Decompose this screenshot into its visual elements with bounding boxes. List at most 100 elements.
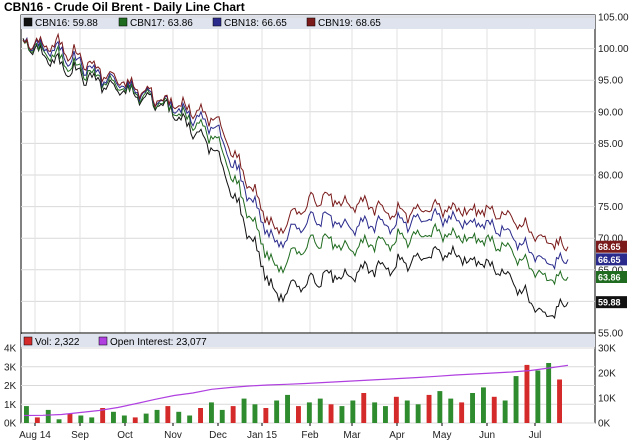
price-line-cbn17 [22, 38, 569, 286]
volume-bar [383, 406, 388, 423]
volume-bar [176, 411, 182, 424]
volume-bar [437, 391, 443, 423]
x-tick-label: May [433, 430, 452, 441]
volume-bar [165, 406, 171, 423]
last-value-label: 66.65 [598, 255, 621, 265]
chart-title: CBN16 - Crude Oil Brent - Daily Line Cha… [4, 0, 245, 14]
price-y-axis: 55.0060.0065.0070.0075.0080.0085.0090.00… [598, 13, 629, 340]
volume-bar [34, 417, 40, 423]
volume-bar [100, 408, 106, 423]
x-tick-label: Aug 14 [19, 430, 51, 441]
legend-label-cbn17: CBN17: 63.86 [130, 18, 193, 29]
volume-bar [426, 394, 432, 423]
last-value-tag [596, 253, 627, 266]
x-tick-label: Jul [529, 430, 542, 441]
volume-bar [350, 400, 356, 423]
volume-bar [143, 413, 149, 423]
x-tick-label: Oct [117, 430, 133, 441]
legend-swatch-cbn18 [212, 17, 222, 27]
price-y-tick-label: 65.00 [598, 265, 623, 276]
last-value-label: 63.86 [598, 273, 621, 283]
volume-right-tick-label: 10K [598, 394, 616, 405]
price-y-tick-label: 100.00 [598, 44, 629, 55]
legend-swatch-open-interest [98, 336, 108, 346]
price-gridlines [21, 16, 595, 334]
price-series [22, 32, 569, 320]
open-interest-line [23, 364, 569, 417]
volume-bar [121, 415, 127, 423]
x-axis: Aug 14 Sep Oct Nov Dec Jan 15 Feb Mar Apr May Jun J… [19, 423, 541, 441]
volume-bar [263, 408, 269, 423]
volume-bar [285, 394, 290, 423]
volume-bar [404, 400, 410, 423]
volume-bar [524, 364, 530, 423]
last-value-label: 59.88 [598, 298, 621, 308]
volume-bar [459, 402, 465, 423]
volume-bar [415, 404, 421, 424]
price-line-cbn19 [22, 32, 569, 252]
volume-bar [241, 398, 247, 423]
price-y-tick-label: 85.00 [598, 139, 623, 150]
volume-legend: Vol: 2,322 Open Interest: 23,077 [23, 336, 207, 348]
price-y-tick-label: 90.00 [598, 107, 623, 118]
legend-label-cbn18: CBN18: 66.65 [224, 18, 287, 29]
volume-bar [481, 387, 486, 423]
legend-swatch-cbn17 [118, 17, 128, 27]
price-line-cbn16 [22, 38, 569, 320]
legend-label-volume: Vol: 2,322 [35, 337, 80, 348]
volume-bar [339, 406, 345, 423]
volume-bar [513, 376, 519, 423]
volume-bar [317, 398, 323, 423]
volume-bar [328, 404, 334, 424]
last-value-label: 68.65 [598, 242, 621, 252]
legend-swatch-cbn19 [306, 17, 316, 27]
volume-bar [274, 400, 280, 423]
volume-bar [491, 396, 497, 424]
open-interest-series [23, 364, 569, 417]
volume-bar [209, 402, 214, 423]
volume-left-tick-label: 1K [4, 400, 17, 411]
legend-label-cbn19: CBN19: 68.65 [318, 18, 381, 29]
volume-left-tick-label: 4K [4, 344, 17, 355]
last-value-tag [596, 271, 627, 284]
volume-bar [372, 402, 378, 423]
price-line-cbn18 [22, 36, 569, 271]
price-panel [20, 14, 596, 334]
volume-left-tick-label: 3K [4, 362, 17, 373]
volume-bar [198, 408, 203, 423]
legend-swatch-volume [23, 336, 33, 346]
volume-bar [296, 406, 301, 423]
x-tick-label: Feb [301, 430, 319, 441]
x-tick-label: Mar [343, 430, 361, 441]
volume-right-tick-label: 20K [598, 369, 616, 380]
volume-left-tick-label: 2K [4, 381, 17, 392]
x-tick-label: Jan 15 [247, 430, 277, 441]
volume-bar [393, 396, 399, 424]
volume-bar [67, 413, 73, 423]
price-y-tick-label: 80.00 [598, 171, 623, 182]
price-y-tick-label: 75.00 [598, 202, 623, 213]
volume-bar [448, 398, 454, 423]
volume-bar [111, 411, 116, 424]
volume-bar [89, 417, 95, 423]
volume-bar [24, 406, 29, 423]
volume-bar [361, 393, 367, 423]
volume-right-tick-label: 0K [598, 419, 611, 430]
price-legend: CBN16: 59.88 CBN17: 63.86 CBN18: 66.65 CBN1… [23, 17, 381, 29]
volume-bar [306, 402, 312, 423]
volume-right-tick-label: 30K [598, 344, 616, 355]
volume-bar [78, 415, 84, 423]
volume-bar [546, 363, 552, 423]
volume-bar [502, 400, 508, 423]
volume-bar [187, 415, 193, 423]
volume-bar [252, 404, 258, 424]
x-tick-label: Dec [209, 430, 227, 441]
volume-bar [56, 419, 62, 424]
price-y-tick-label: 70.00 [598, 234, 623, 245]
x-tick-label: Sep [71, 430, 89, 441]
volume-bar [45, 409, 51, 423]
legend-swatch-cbn16 [23, 17, 33, 27]
last-value-tag [596, 240, 627, 253]
price-tags: 59.88 63.86 66.65 68.65 [596, 240, 627, 309]
